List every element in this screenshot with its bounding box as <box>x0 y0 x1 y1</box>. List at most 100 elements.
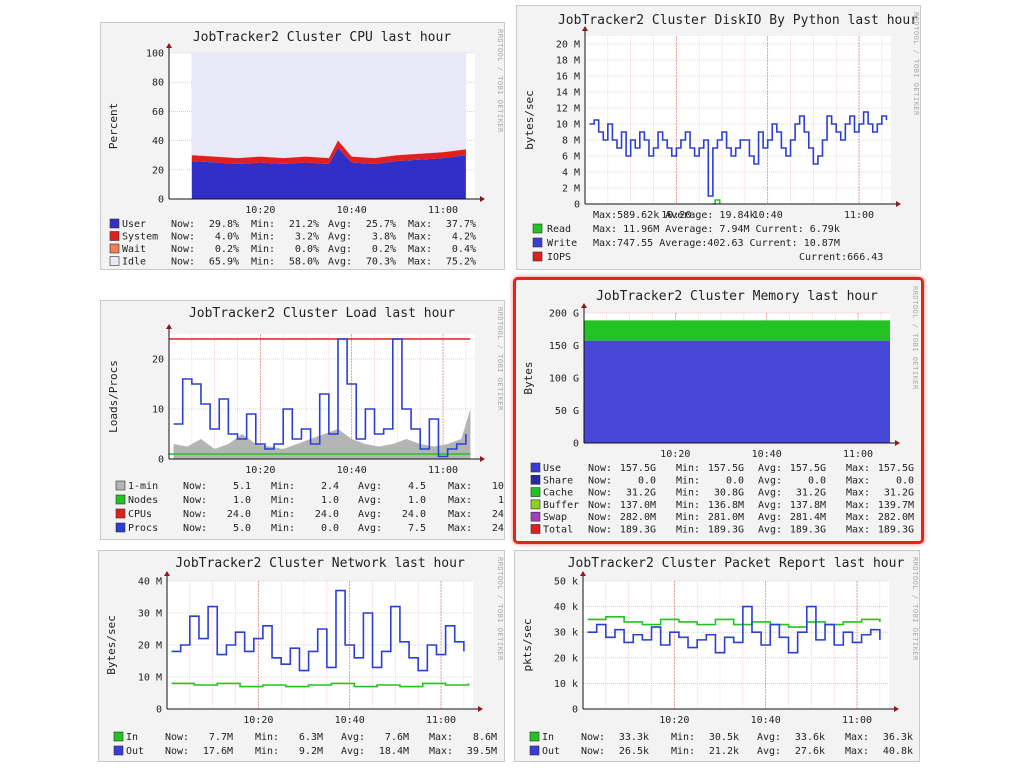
memory-svg: JobTracker2 Cluster Memory last hour RRDT… <box>522 286 919 536</box>
cpu-legend-value: 29.8% <box>209 219 239 230</box>
load-legend-value: 24.0 <box>227 509 251 520</box>
load-legend-key: Min: <box>271 523 295 534</box>
cpu-title: JobTracker2 Cluster CPU last hour <box>193 30 451 45</box>
packets-legend-value: 33.3k <box>619 732 649 743</box>
memory-legend-key: Now: <box>588 525 612 536</box>
load-ytick-label: 10 <box>152 405 164 416</box>
network-watermark: RRDTOOL / TOBI OETIKER <box>496 557 504 661</box>
network-ytick-label: 10 M <box>138 673 162 684</box>
memory-legend-value: 31.2G <box>796 488 826 499</box>
cpu-legend-value: 0.4% <box>452 244 476 255</box>
load-legend-label: 1-min <box>128 481 158 492</box>
diskio-ytick-label: 2 M <box>562 184 580 195</box>
packets-title: JobTracker2 Cluster Packet Report last h… <box>568 556 905 571</box>
diskio-title: JobTracker2 Cluster DiskIO By Python las… <box>558 13 918 28</box>
memory-legend-label: Total <box>543 525 573 536</box>
diskio-ylabel: bytes/sec <box>523 90 536 150</box>
load-legend-swatch <box>115 522 126 533</box>
cpu-legend-value: 3.8% <box>372 232 396 243</box>
memory-legend-value: 282.0M <box>620 512 656 523</box>
cpu-legend-value: 37.7% <box>446 219 476 230</box>
cpu-chart-panel: JobTracker2 Cluster CPU last hour RRDTOOL… <box>100 22 505 270</box>
cpu-legend-key: Min: <box>251 219 275 230</box>
load-legend-key: Avg: <box>358 509 382 520</box>
memory-legend-key: Min: <box>676 475 700 486</box>
load-title: JobTracker2 Cluster Load last hour <box>189 306 455 321</box>
packets-chart-panel: JobTracker2 Cluster Packet Report last h… <box>514 550 920 762</box>
load-legend-value: 4.5 <box>408 481 426 492</box>
cpu-legend-key: Now: <box>171 232 195 243</box>
cpu-legend-key: Now: <box>171 219 195 230</box>
load-legend-value: 7.5 <box>408 523 426 534</box>
load-legend-key: Now: <box>183 495 207 506</box>
cpu-legend-key: Min: <box>251 257 275 268</box>
diskio-series-write <box>589 111 888 197</box>
cpu-legend-swatch <box>109 243 120 254</box>
memory-legend-swatch <box>530 487 541 497</box>
packets-legend-key: Avg: <box>757 746 781 757</box>
cpu-legend-key: Avg: <box>328 232 352 243</box>
packets-xtick-label: 10:20 <box>659 715 689 726</box>
network-ytick-label: 20 M <box>138 641 162 652</box>
memory-legend-label: Use <box>543 463 561 474</box>
memory-legend-value: 0.0 <box>896 475 914 486</box>
network-ytick-label: 30 M <box>138 609 162 620</box>
cpu-legend-key: Max: <box>408 232 432 243</box>
packets-watermark: RRDTOOL / TOBI OETIKER <box>911 557 919 661</box>
network-legend-key: Now: <box>165 732 189 743</box>
memory-legend-value: 139.7M <box>878 500 914 511</box>
network-legend-value: 18.4M <box>379 746 409 757</box>
cpu-ytick-label: 40 <box>152 136 164 147</box>
memory-legend-key: Now: <box>588 488 612 499</box>
cpu-legend-value: 4.0% <box>215 232 239 243</box>
memory-legend-key: Max: <box>846 525 870 536</box>
diskio-ytick-label: 18 M <box>556 56 580 67</box>
load-legend-key: Max: <box>448 495 472 506</box>
network-legend-value: 8.6M <box>473 732 497 743</box>
memory-series-cache <box>584 320 890 341</box>
diskio-legend-swatch <box>532 237 543 248</box>
cpu-legend-label: Idle <box>122 257 146 268</box>
packets-ytick-label: 30 k <box>554 628 578 639</box>
load-legend-value: 0.0 <box>321 523 339 534</box>
diskio-ytick-label: 14 M <box>556 88 580 99</box>
cpu-ytick-label: 0 <box>158 195 164 206</box>
cpu-series-idle <box>191 53 466 158</box>
network-ylabel: Bytes/sec <box>105 615 118 675</box>
memory-legend-value: 189.3G <box>708 525 744 536</box>
diskio-xtick-label: 10:20 <box>661 210 691 221</box>
diskio-ytick-label: 0 <box>574 200 580 211</box>
memory-legend-key: Avg: <box>758 525 782 536</box>
memory-xtick-label: 10:20 <box>660 449 690 460</box>
memory-legend-value: 136.8M <box>708 500 744 511</box>
diskio-xtick-label: 11:00 <box>844 210 874 221</box>
network-legend-key: Max: <box>429 732 453 743</box>
diskio-legend-stats: Max: 11.96M Average: 7.94M Current: 6.79… <box>593 224 840 235</box>
packets-legend-key: Min: <box>671 732 695 743</box>
memory-legend-value: 0.0 <box>638 475 656 486</box>
cpu-ytick-label: 20 <box>152 165 164 176</box>
diskio-ytick-label: 10 M <box>556 120 580 131</box>
cpu-watermark: RRDTOOL / TOBI OETIKER <box>496 29 504 133</box>
memory-legend-key: Min: <box>676 500 700 511</box>
network-legend-value: 17.6M <box>203 746 233 757</box>
memory-legend-swatch <box>530 499 541 510</box>
memory-legend-key: Now: <box>588 512 612 523</box>
network-x-axis-arrow <box>478 706 483 712</box>
memory-legend-swatch <box>530 511 541 522</box>
memory-legend-value: 281.4M <box>790 512 826 523</box>
packets-legend-value: 36.3k <box>883 732 913 743</box>
packets-legend-swatch <box>529 731 540 742</box>
memory-title: JobTracker2 Cluster Memory last hour <box>596 289 878 304</box>
memory-legend-value: 189.3G <box>620 525 656 536</box>
network-legend-value: 39.5M <box>467 746 497 757</box>
load-legend-value: 5.0 <box>233 523 251 534</box>
cpu-legend-key: Min: <box>251 244 275 255</box>
memory-legend-value: 137.8M <box>790 500 826 511</box>
packets-ytick-label: 50 k <box>554 577 578 588</box>
diskio-ytick-label: 4 M <box>562 168 580 179</box>
memory-legend-value: 30.8G <box>714 488 744 499</box>
memory-legend-key: Avg: <box>758 512 782 523</box>
load-legend-value: 24.0 <box>492 523 505 534</box>
network-series-out <box>171 589 465 672</box>
